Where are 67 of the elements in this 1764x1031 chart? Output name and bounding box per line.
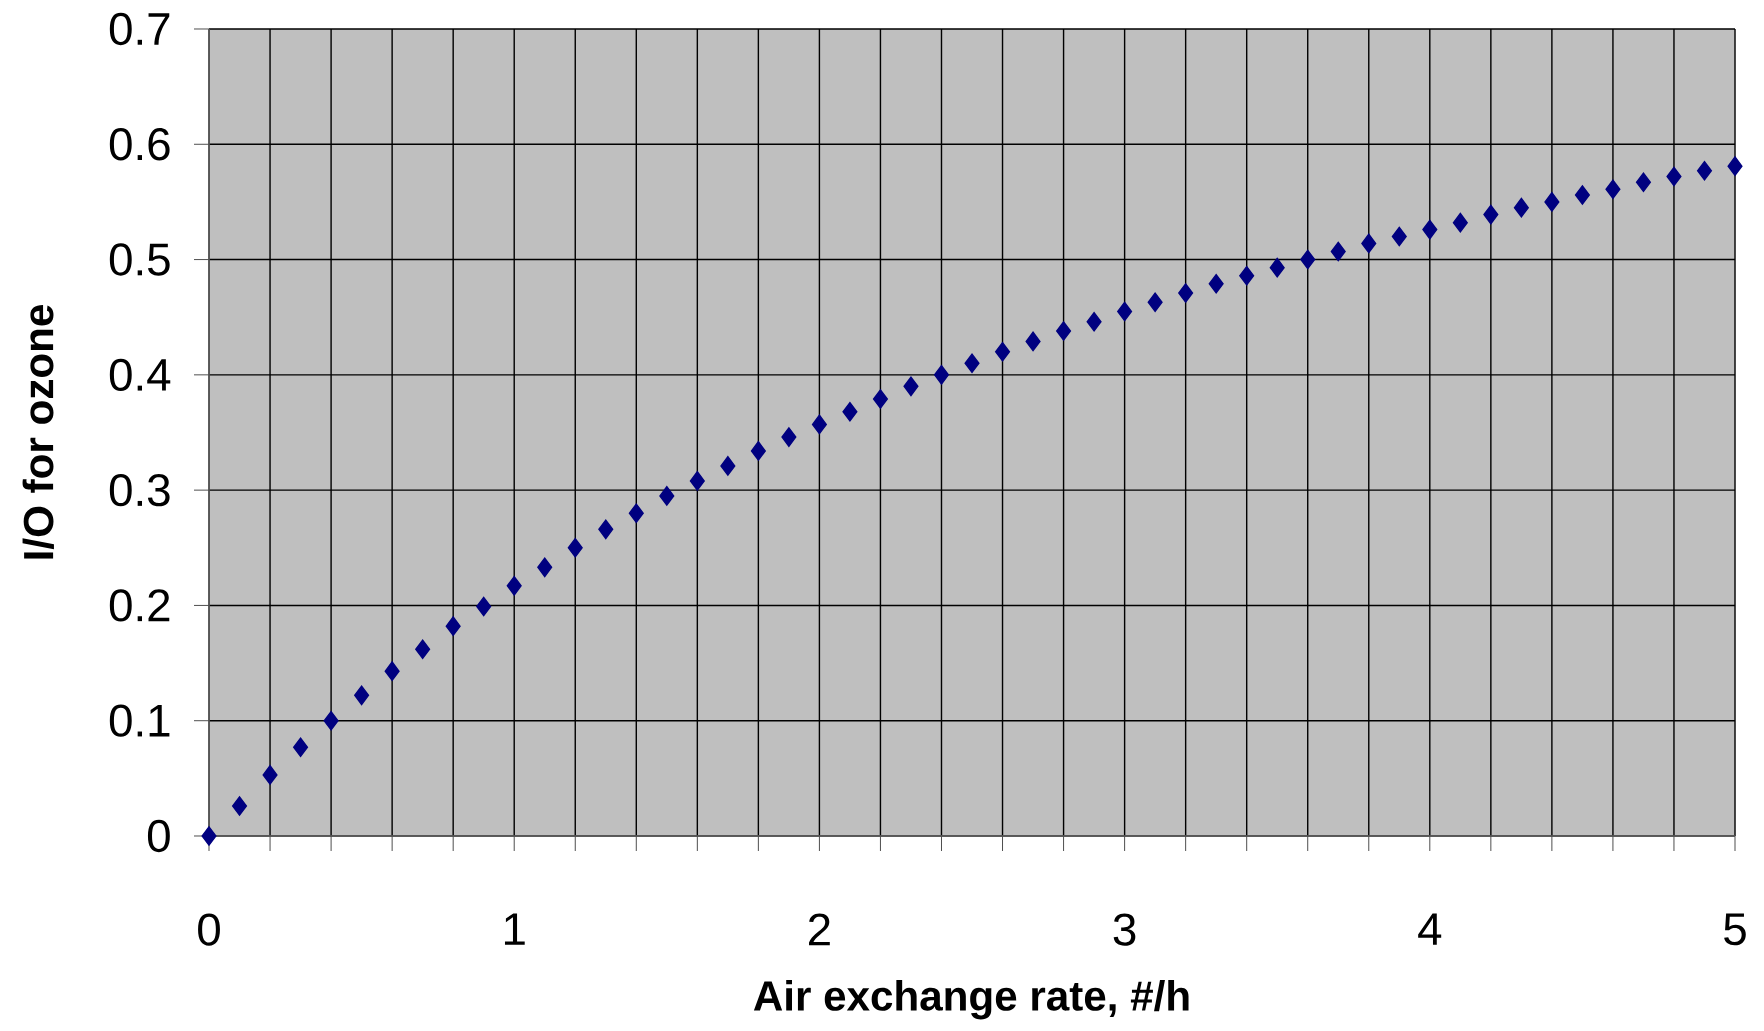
point (1208, 273, 1224, 294)
point (567, 537, 583, 558)
y-tick-label: 0.1 (109, 704, 170, 737)
point (323, 710, 339, 731)
point (781, 427, 797, 447)
x-tick-label: 0 (198, 913, 220, 946)
y-tick-label: 0.3 (109, 473, 170, 507)
point (537, 557, 553, 578)
x-tick-label: 1 (504, 913, 525, 945)
point (1269, 257, 1285, 278)
point (1544, 192, 1560, 212)
point (1025, 331, 1041, 352)
point (1056, 321, 1072, 341)
point (598, 519, 614, 540)
point (1117, 301, 1133, 322)
x-tick-label: 2 (809, 913, 830, 946)
point (262, 765, 278, 785)
y-tick-label: 0.6 (109, 128, 170, 161)
point (384, 661, 400, 681)
point (506, 575, 522, 596)
point (1727, 156, 1743, 177)
point (811, 414, 827, 435)
point (964, 353, 980, 374)
point (628, 503, 644, 524)
point (1696, 160, 1713, 181)
point (354, 685, 370, 706)
point (1483, 204, 1499, 225)
point (842, 401, 858, 422)
point (720, 456, 736, 476)
point (1178, 283, 1194, 303)
point (1574, 185, 1590, 205)
point (1391, 226, 1407, 247)
y-tick-label: 0.7 (109, 12, 170, 46)
point (445, 616, 461, 637)
point (1361, 233, 1377, 254)
point (1330, 241, 1346, 262)
y-tick-label: 0.5 (109, 243, 170, 276)
x-tick-label: 5 (1724, 913, 1746, 946)
point (201, 826, 217, 846)
point (903, 376, 919, 397)
point (872, 389, 889, 409)
point (994, 341, 1011, 362)
point (1086, 311, 1102, 332)
point (1239, 265, 1255, 286)
x-axis-title: Air exchange rate, #/h (753, 979, 1189, 1020)
point (659, 486, 675, 506)
point (476, 596, 492, 617)
point (1666, 166, 1682, 187)
point (1635, 172, 1652, 193)
point (689, 471, 705, 491)
point (231, 796, 248, 816)
x-tick-label: 4 (1418, 913, 1442, 945)
y-tick-label: 0.4 (109, 358, 171, 392)
y-axis-title: I/O for ozone (22, 305, 54, 559)
point (750, 441, 766, 461)
point (1422, 219, 1438, 240)
point (1513, 197, 1529, 218)
x-tick-label: 3 (1113, 913, 1136, 946)
point (415, 639, 431, 660)
point (293, 737, 309, 758)
y-tick-label: 0 (147, 819, 170, 853)
point (1300, 249, 1316, 270)
point (1147, 292, 1163, 313)
point (1452, 212, 1468, 233)
y-tick-label: 0.2 (109, 589, 170, 622)
point (933, 364, 950, 385)
point (1605, 179, 1621, 200)
